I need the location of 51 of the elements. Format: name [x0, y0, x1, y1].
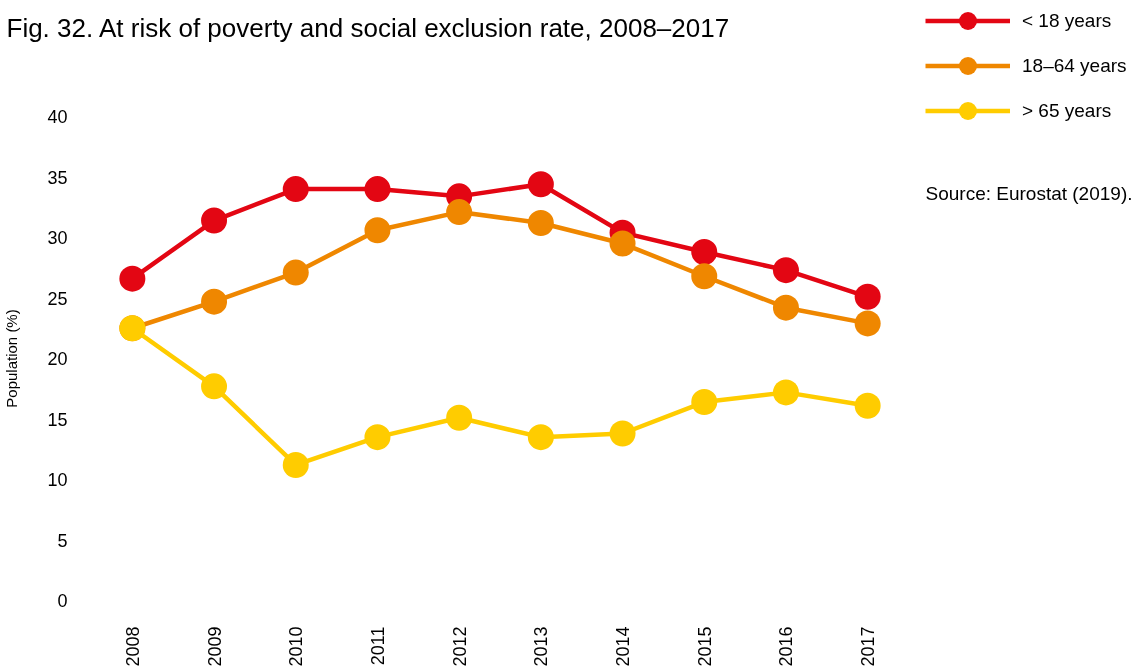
point	[691, 239, 718, 265]
legend-label: > 65 years	[1022, 99, 1112, 122]
point	[282, 176, 309, 203]
point	[201, 288, 228, 315]
x-tick-label: 2015	[694, 626, 715, 667]
point	[854, 283, 881, 310]
y-tick-label: 10	[47, 470, 68, 490]
x-tick-label: 2017	[858, 626, 879, 667]
point	[527, 171, 554, 198]
y-tick-label: 0	[57, 591, 68, 611]
point	[282, 259, 309, 286]
x-tick-label: 2008	[122, 626, 143, 667]
legend-label: 18–64 years	[1022, 54, 1127, 77]
point	[772, 257, 799, 284]
source-note: Source: Eurostat (2019).	[925, 183, 1133, 204]
point	[364, 217, 391, 244]
point	[609, 230, 636, 257]
point	[527, 210, 554, 236]
point	[854, 392, 881, 419]
y-tick-label: 20	[47, 349, 68, 369]
point	[364, 176, 391, 203]
point	[691, 389, 718, 416]
x-tick-label: 2013	[531, 626, 552, 667]
point	[527, 424, 554, 451]
y-tick-label: 5	[57, 530, 68, 551]
y-tick-label: 35	[47, 167, 68, 188]
legend-label: < 18 years	[1022, 9, 1112, 32]
point	[119, 265, 146, 292]
point	[772, 294, 799, 321]
x-tick-label: 2011	[367, 626, 388, 666]
x-tick-label: 2010	[286, 626, 307, 667]
point	[282, 452, 309, 478]
point	[854, 310, 881, 337]
y-tick-label: 30	[47, 228, 68, 248]
y-axis-title: Population (%)	[3, 309, 21, 408]
y-tick-label: 15	[47, 409, 68, 430]
point	[201, 207, 228, 234]
point	[609, 420, 636, 447]
point	[446, 199, 473, 226]
point	[691, 263, 718, 290]
x-tick-label: 2014	[613, 626, 634, 667]
point	[364, 424, 391, 451]
chart-title: Fig. 32. At risk of poverty and social exclusion rate, 2008–2017	[6, 12, 730, 43]
x-tick-label: 2009	[204, 626, 225, 667]
point	[772, 379, 799, 406]
y-tick-label: 40	[47, 107, 68, 127]
point	[201, 373, 228, 400]
x-tick-label: 2012	[449, 626, 470, 667]
x-tick-label: 2016	[776, 626, 797, 667]
point	[446, 404, 473, 431]
y-tick-label: 25	[47, 288, 68, 309]
